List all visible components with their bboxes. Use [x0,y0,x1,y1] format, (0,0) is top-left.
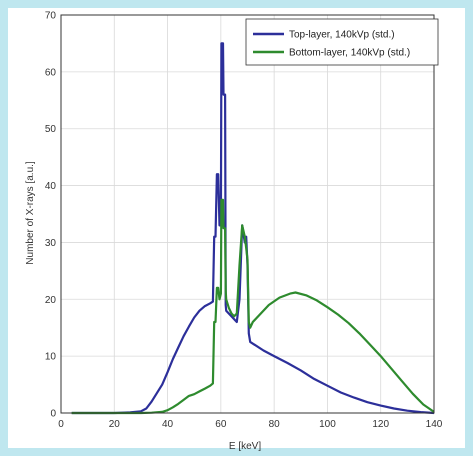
y-tick-label: 40 [45,181,57,192]
y-tick-label: 60 [45,67,57,78]
plot-area-border [60,14,435,414]
y-tick-label: 10 [45,352,57,363]
y-tick-label: 0 [50,409,56,420]
y-tick-label: 70 [45,11,57,22]
series-line-bottom-layer [71,198,435,415]
series-line-top-layer [71,42,435,415]
legend-label-top-layer: Top-layer, 140kVp (std.) [289,30,395,41]
x-tick-label: 0 [58,419,64,430]
y-tick-label: 50 [45,124,57,135]
y-tick-label: 30 [45,238,57,249]
x-tick-label: 120 [372,419,389,430]
series-lines [71,42,435,415]
legend-box [245,18,439,66]
x-tick-label: 60 [215,419,227,430]
y-axis-label: Number of X-rays [a.u.] [25,161,36,265]
axis-ticks: 0 20 40 60 80 100 120 140 0 10 20 30 40 50 60 70 [45,11,443,431]
x-tick-label: 20 [109,419,121,430]
legend-label-bottom-layer: Bottom-layer, 140kVp (std.) [289,48,410,59]
legend: Top-layer, 140kVp (std.) Bottom-layer, 1… [245,18,439,66]
x-axis-label: E [keV] [229,441,261,452]
x-tick-label: 40 [162,419,174,430]
x-tick-label: 100 [319,419,336,430]
x-tick-label: 140 [426,419,443,430]
y-tick-label: 20 [45,295,57,306]
chart-frame [8,8,465,448]
x-tick-label: 80 [269,419,281,430]
